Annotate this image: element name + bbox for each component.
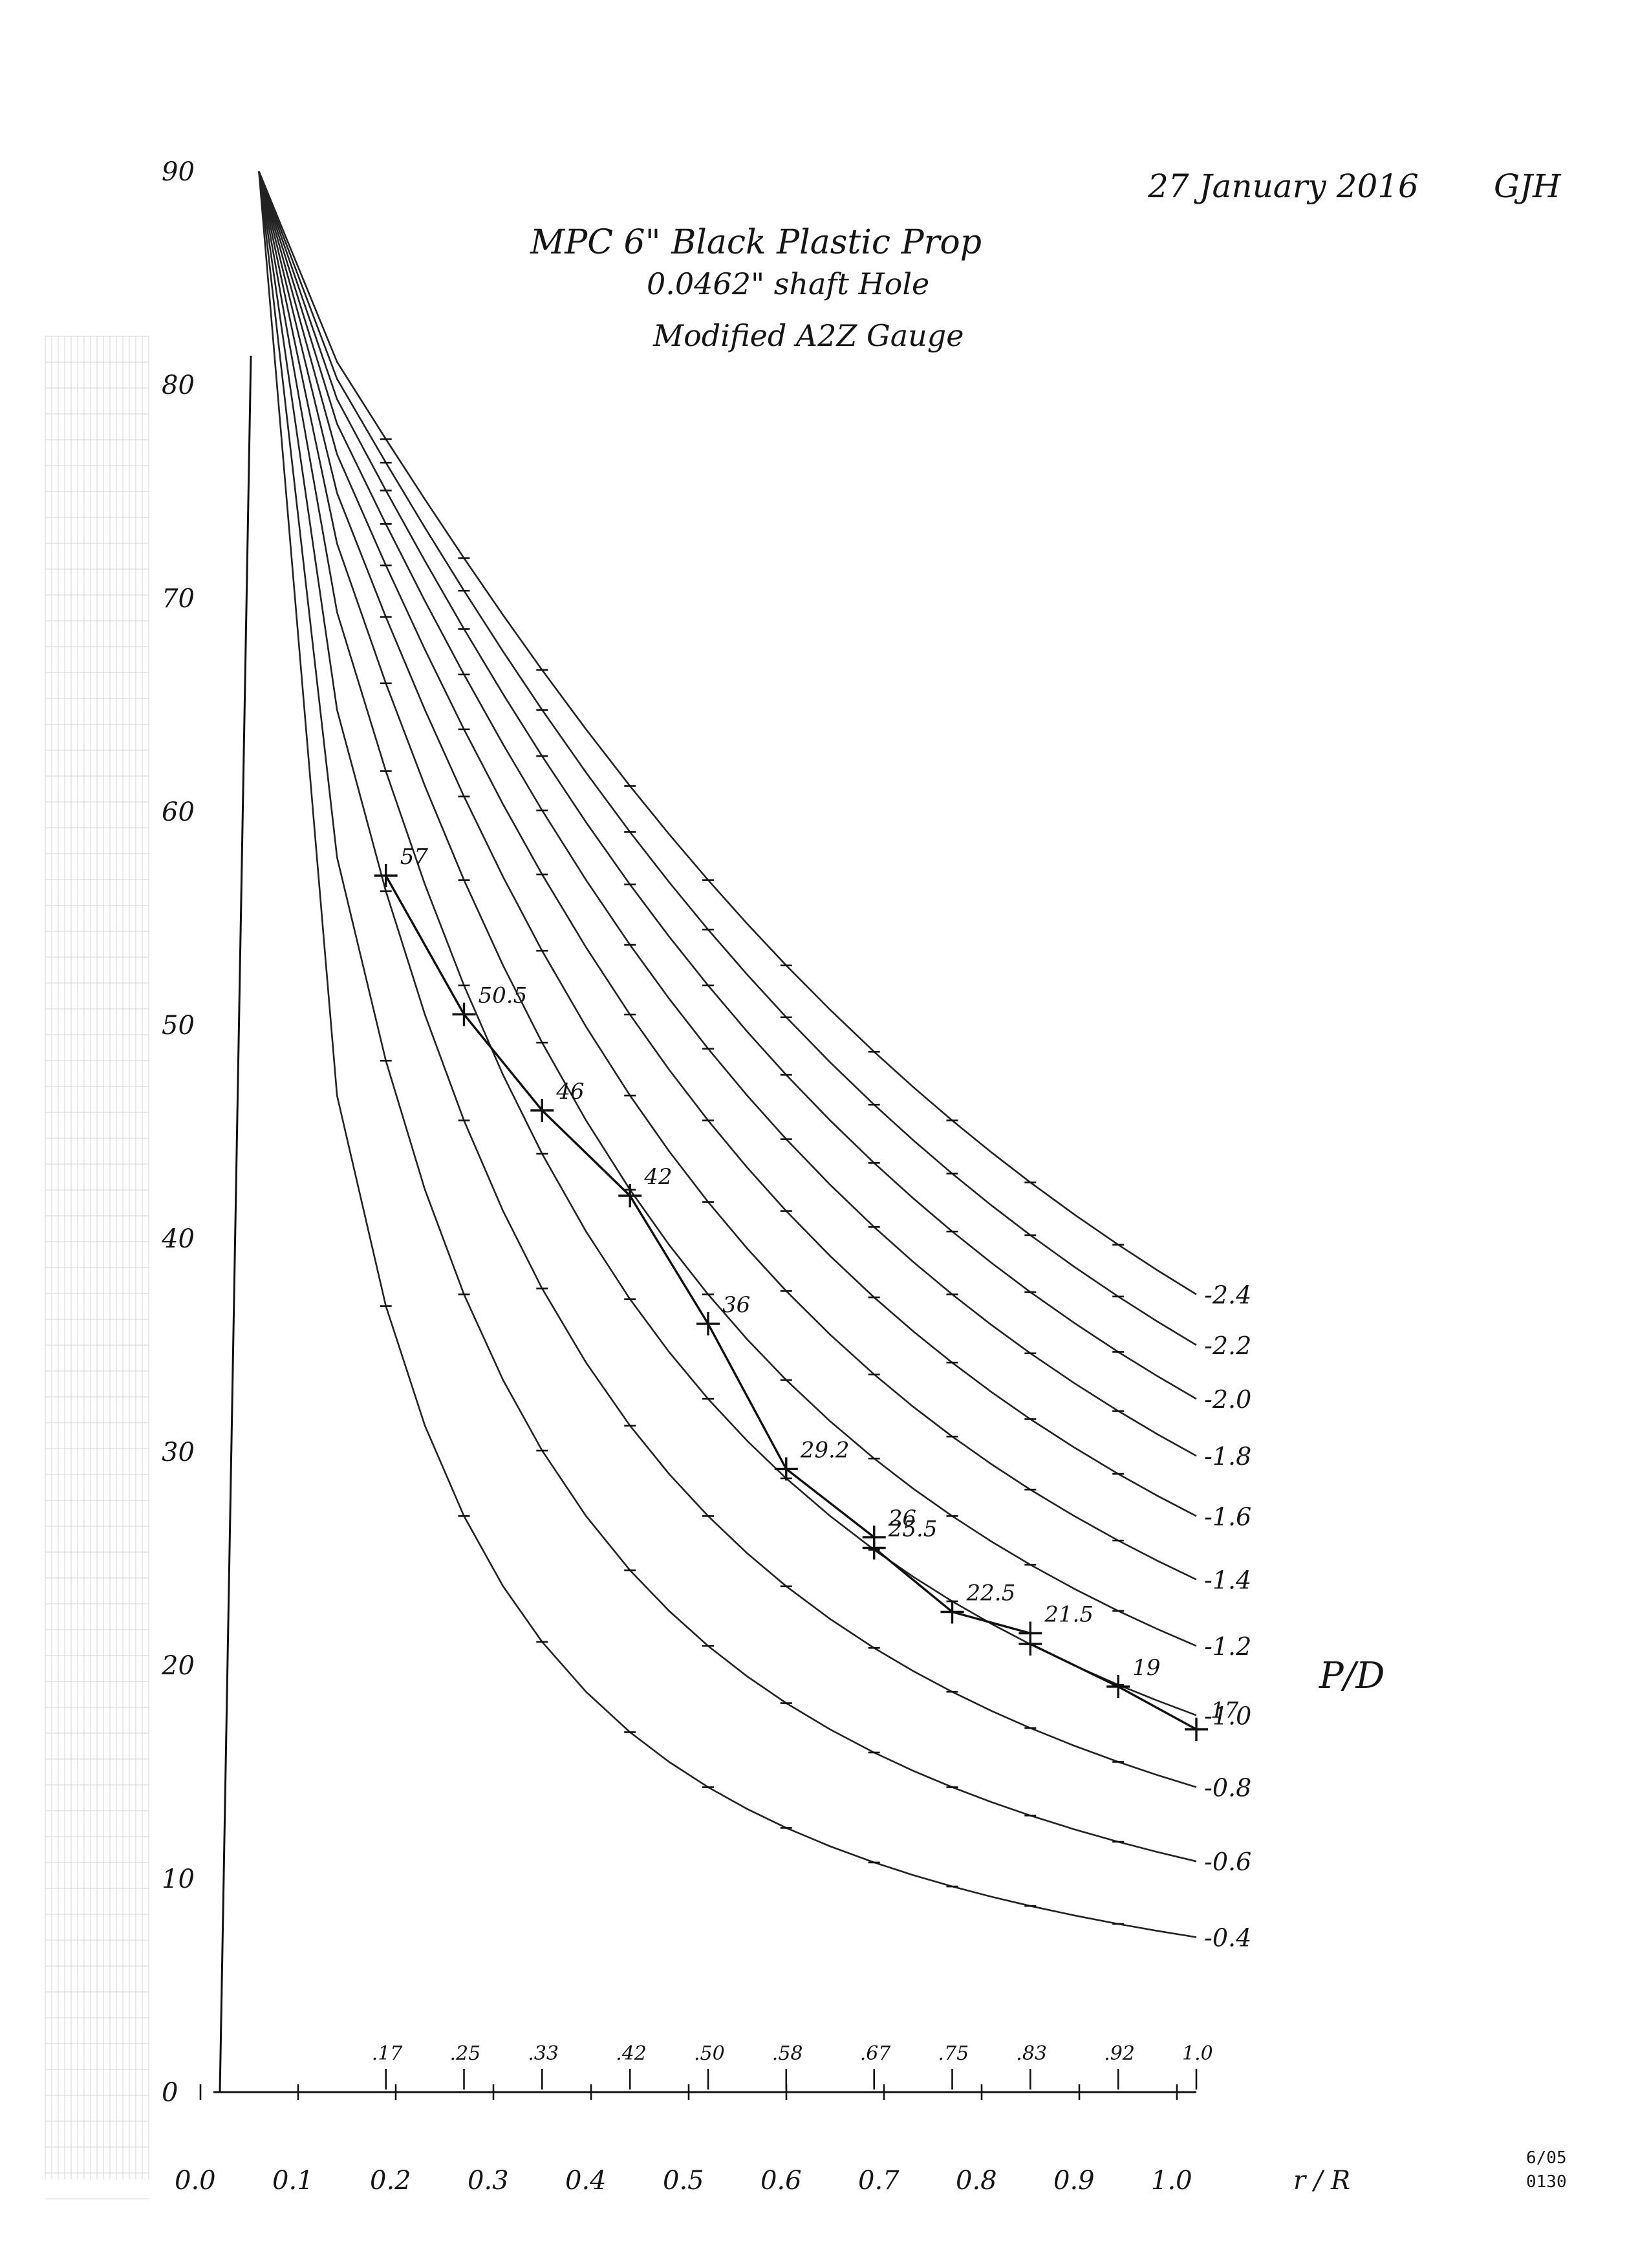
- pd-curve-1.0: [258, 171, 1197, 1716]
- station-markers: .17 .25 .33 .42 .50 .58 .67 .75 .83 .92 1.0: [372, 2042, 1213, 2090]
- measured-point-label: 36: [722, 1292, 750, 1318]
- measured-point-label: 22.5: [966, 1581, 1016, 1606]
- pd-curve-1.4: [258, 171, 1197, 1581]
- measured-point: 26: [862, 1506, 916, 1549]
- initials-text: GJH: [1494, 167, 1562, 205]
- y-axis: [219, 355, 252, 2093]
- chart-title: MPC 6" Black Plastic Prop: [530, 223, 982, 262]
- chart-subtitle-shaft: 0.0462" shaft Hole: [647, 266, 929, 301]
- station-label: .25: [450, 2042, 481, 2065]
- measured-point-label: 21.5: [1044, 1602, 1094, 1628]
- measured-point: 46: [530, 1079, 585, 1122]
- x-tick-label: 0.1: [272, 2166, 314, 2196]
- pd-curve-1.2: [258, 171, 1197, 1647]
- y-tick-label: 90: [162, 157, 195, 187]
- x-tick-label: 0.6: [760, 2166, 802, 2196]
- measured-point: 19: [1106, 1655, 1160, 1698]
- date-text: 27 January 2016: [1147, 167, 1419, 205]
- station-label: .17: [372, 2042, 404, 2065]
- station-label: .92: [1104, 2042, 1135, 2065]
- pd-curve-label: -1.6: [1204, 1502, 1251, 1531]
- pd-curve-label: -1.4: [1204, 1566, 1251, 1594]
- y-tick-label: 40: [161, 1224, 195, 1254]
- measured-point: 17: [1185, 1698, 1239, 1741]
- pd-curve-0.4: [258, 171, 1197, 1938]
- measured-point: 25.5: [862, 1517, 938, 1560]
- measured-point-label: 25.5: [888, 1517, 938, 1542]
- y-tick-label: 60: [162, 797, 195, 827]
- measured-point: 50.5: [452, 983, 528, 1026]
- pd-curve-label: -1.0: [1204, 1701, 1251, 1730]
- pd-curve-label: -1.2: [1204, 1632, 1251, 1661]
- measured-point: 36: [696, 1292, 750, 1335]
- x-axis-label: r / R: [1293, 2166, 1350, 2196]
- y-tick-labels: 0 10 20 30 40 50 60 70 80 90: [161, 157, 195, 2108]
- y-tick-label: 80: [162, 371, 195, 400]
- pd-curve-label: -2.2: [1204, 1332, 1251, 1360]
- pd-curve-2.4: [258, 171, 1197, 1295]
- station-label: .67: [860, 2042, 892, 2065]
- pd-curve-0.8: [258, 171, 1197, 1788]
- measured-point-label: 19: [1132, 1655, 1160, 1681]
- measured-point-label: 42: [643, 1164, 672, 1190]
- x-tick-labels: 0.0 0.1 0.2 0.3 0.4 0.5 0.6 0.7 0.8 0.9 1.0: [175, 2084, 1192, 2196]
- stamp-line-2: 0130: [1526, 2172, 1567, 2192]
- measured-point-label: 26: [888, 1506, 916, 1531]
- pd-curve-labels: -2.4 -2.2 -2.0 -1.8 -1.6 -1.4 -1.2 -1.0 -0.8 -0.6…: [1204, 1281, 1251, 1952]
- pd-curve-label: -0.6: [1204, 1848, 1251, 1876]
- pd-curve-1.6: [258, 171, 1197, 1517]
- measured-point: 22.5: [940, 1581, 1016, 1624]
- measured-point: [1018, 1632, 1042, 1656]
- measured-point-label: 17: [1211, 1698, 1239, 1723]
- y-tick-label: 50: [162, 1011, 195, 1041]
- y-tick-label: 30: [162, 1438, 195, 1467]
- x-tick-label: 0.5: [663, 2166, 704, 2196]
- y-tick-label: 70: [162, 584, 195, 614]
- pd-curve-0.6: [258, 171, 1197, 1863]
- pd-curve-label: -2.0: [1204, 1385, 1251, 1414]
- x-tick-label: 0.7: [858, 2166, 900, 2196]
- chart-subtitle-gauge: Modified A2Z Gauge: [652, 318, 964, 353]
- measured-point-label: 29.2: [800, 1437, 850, 1463]
- pd-curve-label: -0.8: [1204, 1774, 1251, 1802]
- station-label: .33: [528, 2042, 559, 2065]
- pd-curve-label: -2.4: [1204, 1281, 1251, 1310]
- y-tick-label: 20: [161, 1651, 195, 1681]
- pd-curve-label: -1.8: [1204, 1442, 1251, 1471]
- stamp-line-1: 6/05: [1526, 2148, 1567, 2168]
- pd-curve-1.8: [258, 171, 1197, 1457]
- x-tick-label: 0.4: [565, 2166, 607, 2196]
- station-label: .75: [938, 2042, 969, 2065]
- station-label: .42: [616, 2042, 647, 2065]
- margin-grid: [45, 336, 149, 2199]
- x-tick-label: 0.0: [175, 2166, 216, 2196]
- station-label: .58: [772, 2042, 803, 2065]
- y-tick-label: 0: [162, 2078, 178, 2108]
- station-label: .83: [1016, 2042, 1047, 2065]
- measured-point: 57: [374, 844, 429, 887]
- station-label: .50: [694, 2042, 725, 2065]
- pd-curve-2.0: [258, 171, 1197, 1400]
- pd-curves: [258, 171, 1197, 1938]
- y-tick-label: 10: [162, 1864, 195, 1894]
- measured-point-label: 46: [555, 1079, 584, 1105]
- measured-point-label: 50.5: [479, 983, 528, 1009]
- measured-point-label: 57: [400, 844, 429, 870]
- measured-point: 29.2: [774, 1437, 850, 1481]
- x-tick-label: 0.8: [956, 2166, 997, 2196]
- station-label: 1.0: [1182, 2042, 1213, 2065]
- x-tick-label: 0.9: [1053, 2166, 1095, 2196]
- legend-title-pd: P/D: [1319, 1655, 1385, 1697]
- measured-point: 42: [618, 1164, 672, 1207]
- x-tick-label: 1.0: [1151, 2166, 1192, 2196]
- pd-curve-label: -0.4: [1204, 1924, 1251, 1952]
- x-tick-label: 0.2: [370, 2166, 411, 2196]
- x-tick-label: 0.3: [468, 2166, 509, 2196]
- pd-curve-2.2: [258, 171, 1197, 1346]
